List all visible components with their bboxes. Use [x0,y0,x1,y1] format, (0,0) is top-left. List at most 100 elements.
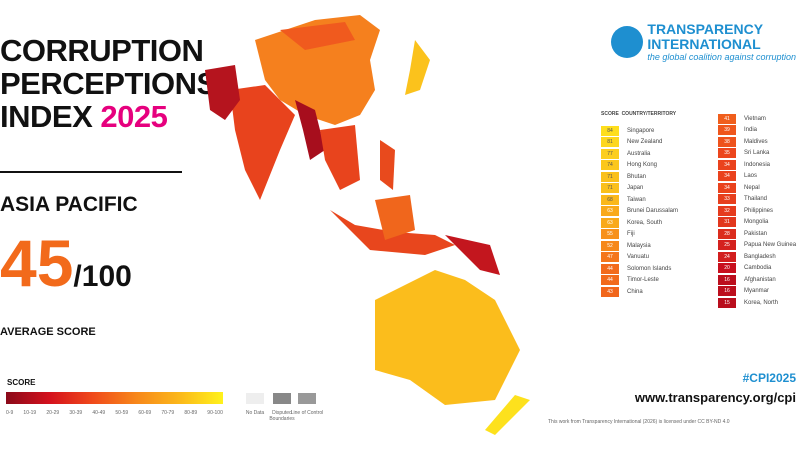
country-name: Korea, South [627,219,663,226]
loc-label: Line of Control [290,410,324,416]
table-row: 63 Korea, South [601,217,678,229]
country-name: China [627,288,643,295]
asia-pacific-map [205,15,530,435]
table-row: 16 Myanmar [718,286,796,298]
disputed-swatch [273,393,291,404]
score-table-left: 84 Singapore 81 New Zealand 77 Australia 74 Hon… [601,125,678,298]
score-swatch: 71 [601,171,619,182]
china [255,15,380,125]
score-swatch: 68 [601,194,619,205]
score-swatch: 34 [718,159,736,170]
table-row: 34 Nepal [718,182,796,194]
country-name: Vanuatu [627,254,649,261]
disputed-label: Disputed Boundaries [269,410,295,422]
hashtag: #CPI2025 [742,371,796,385]
legend-ticks: 0-9 10-19 20-29 30-39 40-49 50-59 60-69 70-79 80… [6,410,223,416]
country-name: Australia [627,150,651,157]
legend-tick: 20-29 [46,410,60,416]
country-name: Solomon Islands [627,265,672,272]
legend-tick: 80-89 [184,410,198,416]
country-name: New Zealand [627,139,663,146]
table-row: 33 Thailand [718,194,796,206]
table-row: 44 Timor-Leste [601,275,678,287]
score-swatch: 15 [718,297,736,308]
country-name: Timor-Leste [627,277,659,284]
table-row: 81 New Zealand [601,137,678,149]
country-name: Myanmar [744,288,770,295]
table-row: 43 China [601,286,678,298]
thailand-vietnam [320,125,360,190]
japan [405,40,430,95]
score-swatch: 34 [718,171,736,182]
website-link[interactable]: www.transparency.org/cpi [634,390,796,405]
score-swatch: 20 [718,263,736,274]
table-row: 31 Mongolia [718,217,796,229]
average-score-label: AVERAGE SCORE [0,326,96,338]
score-swatch: 44 [601,275,619,286]
score-swatch: 33 [718,194,736,205]
country-name: Philippines [744,207,774,214]
score-swatch: 34 [718,182,736,193]
country-name: Taiwan [627,196,646,203]
score-swatch: 31 [718,217,736,228]
legend-tick: 10-19 [23,410,37,416]
score-swatch: 39 [718,125,736,136]
country-name: Sri Lanka [744,150,770,157]
score-swatch: 25 [718,240,736,251]
score-swatch: 63 [601,217,619,228]
table-row: 24 Bangladesh [718,251,796,263]
country-name: Fiji [627,231,635,238]
country-name: Indonesia [744,161,771,168]
pakistan [205,65,240,120]
country-name: Maldives [744,138,768,145]
score-swatch: 63 [601,206,619,217]
table-row: 32 Philippines [718,205,796,217]
country-name: Bangladesh [744,253,776,260]
loc-swatch [298,393,316,404]
country-name: Afghanistan [744,276,776,283]
country-name: Mongolia [744,219,769,226]
score-swatch: 77 [601,148,619,159]
table-header: SCORE COUNTRY/TERRITORY [601,111,677,117]
borneo [375,195,415,240]
ti-logo: TRANSPARENCY INTERNATIONAL the global coal… [611,22,796,62]
country-name: Laos [744,173,758,180]
score-swatch: 24 [718,251,736,262]
png [445,235,500,275]
score-swatch: 81 [601,137,619,148]
table-row: 38 Maldives [718,136,796,148]
page-title: CORRUPTION PERCEPTIONS INDEX 2025 [0,33,217,134]
score-swatch: 43 [601,286,619,297]
table-row: 84 Singapore [601,125,678,137]
score-swatch: 32 [718,205,736,216]
no-data-label: No Data [245,410,265,416]
license-text: This work from Transparency Internationa… [548,419,730,425]
country-name: Nepal [744,184,760,191]
score-swatch: 52 [601,240,619,251]
score-swatch: 28 [718,228,736,239]
country-name: Thailand [744,196,768,203]
score-swatch: 16 [718,274,736,285]
score-swatch: 84 [601,125,619,136]
divider [0,171,182,173]
legend-title: SCORE [7,378,36,387]
legend-tick: 50-59 [115,410,129,416]
legend-tick: 90-100 [207,410,223,416]
table-row: 44 Solomon Islands [601,263,678,275]
score-swatch: 44 [601,263,619,274]
table-row: 35 Sri Lanka [718,148,796,160]
score-swatch: 35 [718,148,736,159]
table-row: 74 Hong Kong [601,160,678,172]
country-name: Japan [627,185,644,192]
region-label: ASIA PACIFIC [0,193,138,216]
table-row: 52 Malaysia [601,240,678,252]
country-name: Bhutan [627,173,647,180]
country-name: Korea, North [744,299,779,306]
country-name: Singapore [627,127,655,134]
table-row: 15 Korea, North [718,297,796,309]
country-name: Malaysia [627,242,651,249]
table-row: 47 Vanuatu [601,252,678,264]
score-swatch: 55 [601,229,619,240]
myanmar [295,100,325,160]
philippines [380,140,395,190]
